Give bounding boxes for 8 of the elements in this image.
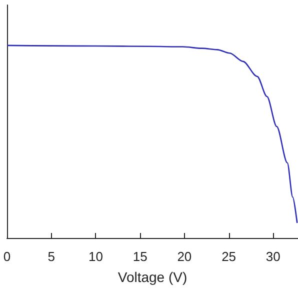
x-axis-title: Voltage (V) <box>118 269 188 285</box>
x-tick-label: 30 <box>266 249 280 264</box>
x-tick-label: 25 <box>222 249 236 264</box>
x-tick-label: 15 <box>132 249 148 264</box>
x-tick-label: 5 <box>48 249 55 264</box>
x-tick-label: 0 <box>3 249 11 264</box>
x-tick-label: 20 <box>177 249 192 264</box>
x-tick-label: 10 <box>88 249 103 264</box>
